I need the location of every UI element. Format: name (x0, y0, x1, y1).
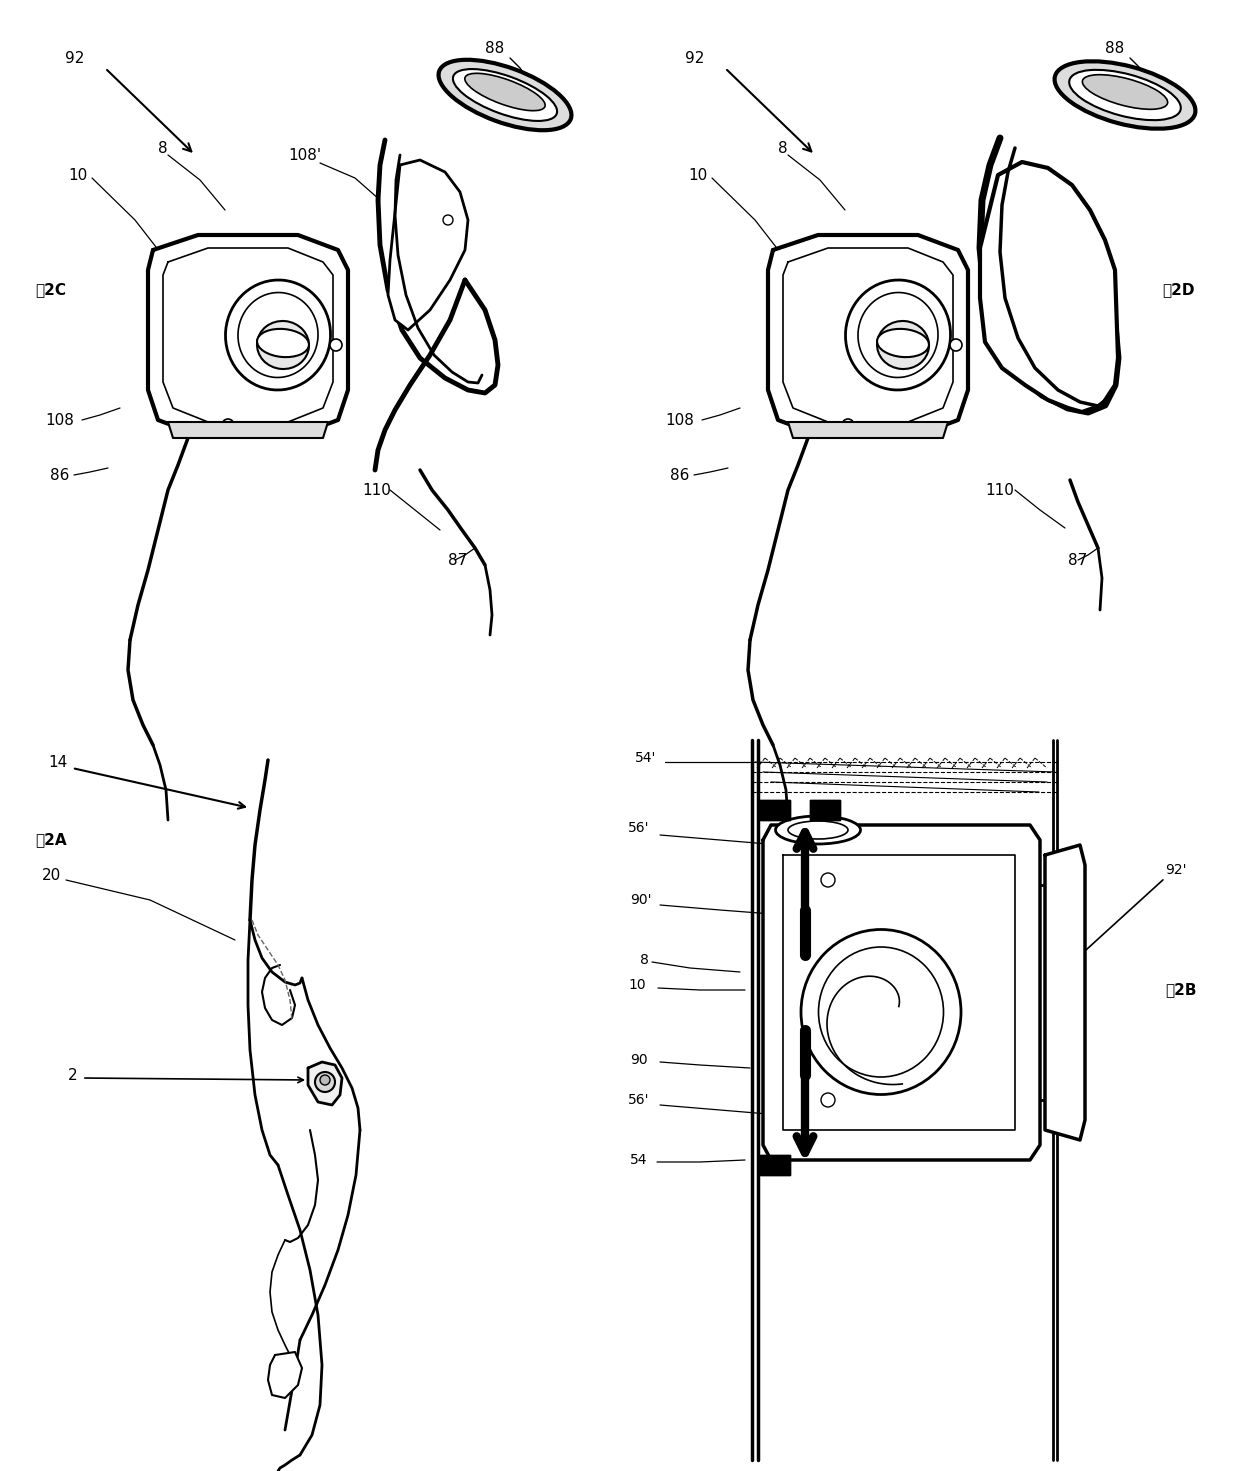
Text: 図2D: 図2D (1163, 282, 1195, 297)
Ellipse shape (775, 816, 861, 844)
Polygon shape (980, 162, 1118, 412)
Ellipse shape (1083, 75, 1168, 109)
Circle shape (821, 1093, 835, 1108)
Text: 92: 92 (64, 50, 84, 66)
Circle shape (821, 872, 835, 887)
Polygon shape (760, 800, 790, 819)
Ellipse shape (1069, 69, 1180, 121)
Ellipse shape (257, 330, 309, 357)
Text: 10: 10 (688, 168, 707, 182)
Polygon shape (810, 800, 839, 819)
Polygon shape (768, 235, 968, 435)
Text: 8: 8 (777, 141, 787, 156)
Text: 87: 87 (1068, 553, 1087, 568)
Text: 2: 2 (68, 1068, 78, 1083)
Text: 10: 10 (68, 168, 87, 182)
Text: 92': 92' (1166, 863, 1187, 877)
Ellipse shape (1054, 62, 1195, 129)
Circle shape (320, 1075, 330, 1086)
Polygon shape (148, 235, 348, 435)
Polygon shape (1045, 844, 1085, 1140)
Ellipse shape (877, 321, 929, 369)
Polygon shape (388, 160, 467, 330)
Ellipse shape (787, 821, 848, 838)
Circle shape (443, 215, 453, 225)
Circle shape (222, 419, 234, 431)
Text: 8: 8 (157, 141, 167, 156)
Text: 図2C: 図2C (35, 282, 66, 297)
Text: 8: 8 (640, 953, 649, 966)
Text: 88: 88 (1105, 41, 1125, 56)
Polygon shape (308, 1062, 342, 1105)
Text: 110: 110 (362, 482, 391, 497)
Text: 108: 108 (665, 412, 694, 428)
Text: 87: 87 (448, 553, 467, 568)
Circle shape (330, 338, 342, 352)
Text: 108: 108 (45, 412, 74, 428)
Text: 10: 10 (627, 978, 646, 991)
Polygon shape (760, 1155, 790, 1175)
Polygon shape (167, 422, 329, 438)
Ellipse shape (858, 293, 937, 378)
Ellipse shape (439, 60, 572, 131)
Ellipse shape (238, 293, 317, 378)
Ellipse shape (818, 947, 944, 1077)
Text: 54': 54' (635, 752, 656, 765)
Text: 20: 20 (42, 868, 61, 883)
Text: 図2A: 図2A (35, 833, 67, 847)
Text: 90: 90 (630, 1053, 647, 1066)
Text: 14: 14 (48, 755, 67, 769)
Ellipse shape (877, 330, 929, 357)
Text: 86: 86 (50, 468, 69, 482)
Polygon shape (787, 422, 949, 438)
Ellipse shape (801, 930, 961, 1094)
Text: 54: 54 (630, 1153, 647, 1167)
Text: 90': 90' (630, 893, 651, 908)
Ellipse shape (257, 321, 309, 369)
Polygon shape (268, 1352, 303, 1397)
Text: 86: 86 (670, 468, 689, 482)
Polygon shape (763, 825, 1040, 1161)
Text: 図2B: 図2B (1166, 983, 1197, 997)
Text: 56': 56' (627, 1093, 650, 1108)
Text: 108': 108' (288, 147, 321, 162)
Circle shape (842, 419, 854, 431)
Text: 92: 92 (684, 50, 704, 66)
Text: 110: 110 (985, 482, 1014, 497)
Text: 56': 56' (627, 821, 650, 836)
Ellipse shape (465, 74, 546, 110)
Text: 88: 88 (485, 41, 505, 56)
Circle shape (315, 1072, 335, 1091)
Ellipse shape (226, 279, 331, 390)
Ellipse shape (453, 69, 557, 121)
Ellipse shape (846, 279, 951, 390)
Circle shape (950, 338, 962, 352)
